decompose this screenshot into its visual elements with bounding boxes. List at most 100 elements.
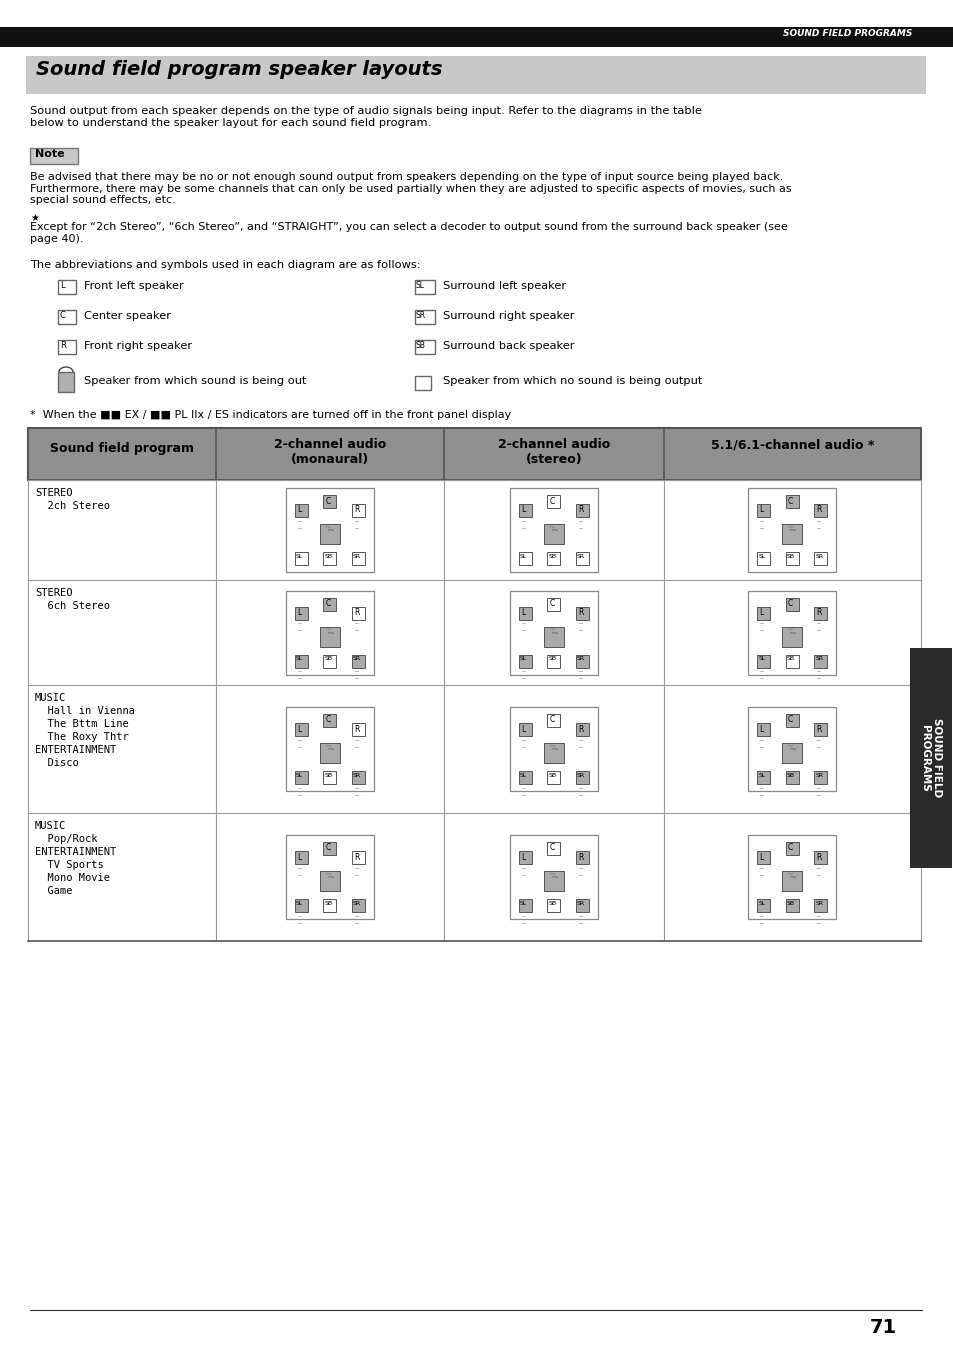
Text: SR: SR: [416, 311, 426, 319]
Bar: [785, 842, 799, 855]
Text: Pop/Rock: Pop/Rock: [35, 834, 97, 844]
Text: ~: ~: [547, 625, 555, 635]
Bar: [757, 899, 770, 913]
Text: Disco: Disco: [35, 758, 79, 768]
Text: ~
~: ~ ~: [815, 670, 821, 682]
Text: Center speaker: Center speaker: [84, 311, 171, 321]
Text: C: C: [325, 496, 331, 506]
Bar: [352, 771, 365, 785]
Text: SR: SR: [815, 656, 822, 662]
Text: 5.1/6.1-channel audio *: 5.1/6.1-channel audio *: [710, 438, 873, 452]
Text: ~
~: ~ ~: [758, 865, 763, 879]
Bar: [814, 551, 826, 565]
Text: Speaker from which no sound is being output: Speaker from which no sound is being out…: [442, 376, 701, 386]
Text: C: C: [325, 844, 331, 852]
Text: ~: ~: [547, 869, 555, 879]
Text: ~
~: ~ ~: [758, 786, 763, 799]
Text: SB: SB: [548, 656, 556, 662]
Bar: [323, 597, 336, 611]
Text: ~: ~: [785, 523, 793, 532]
Text: C: C: [325, 716, 331, 724]
Bar: [294, 607, 308, 620]
Text: MUSIC: MUSIC: [35, 693, 66, 704]
Bar: [576, 551, 588, 565]
Text: ~: ~: [547, 523, 555, 532]
Text: ~
~: ~ ~: [758, 519, 763, 532]
Bar: [785, 655, 799, 667]
Text: ~
~: ~ ~: [295, 865, 301, 879]
Bar: [547, 551, 560, 565]
Bar: [28, 480, 920, 580]
Bar: [323, 551, 336, 565]
Text: ~
~: ~ ~: [577, 519, 582, 532]
Text: L: L: [520, 724, 525, 733]
Bar: [286, 834, 374, 919]
Text: ~: ~: [551, 874, 558, 883]
Text: Front right speaker: Front right speaker: [84, 341, 192, 350]
Text: ~: ~: [327, 628, 335, 639]
Text: C: C: [787, 716, 792, 724]
Text: ~
~: ~ ~: [519, 914, 525, 927]
Text: STEREO: STEREO: [35, 488, 72, 497]
Text: L: L: [296, 506, 301, 515]
Text: ~
~: ~ ~: [353, 519, 358, 532]
Bar: [547, 597, 560, 611]
Text: L: L: [759, 506, 763, 515]
Text: ~: ~: [785, 741, 793, 751]
Bar: [814, 851, 826, 864]
Text: ~
~: ~ ~: [353, 670, 358, 682]
Bar: [785, 714, 799, 727]
Bar: [323, 842, 336, 855]
Text: SB: SB: [324, 772, 333, 778]
Text: SB: SB: [786, 772, 794, 778]
Bar: [576, 655, 588, 667]
Text: ~
~: ~ ~: [295, 519, 301, 532]
Text: ~
~: ~ ~: [295, 670, 301, 682]
Text: SR: SR: [353, 772, 361, 778]
Text: R: R: [578, 724, 583, 733]
Bar: [547, 842, 560, 855]
Bar: [294, 655, 308, 667]
Bar: [543, 627, 563, 647]
Bar: [28, 429, 920, 480]
Bar: [294, 771, 308, 785]
Text: Surround right speaker: Surround right speaker: [442, 311, 574, 321]
Bar: [415, 280, 435, 294]
Text: SL: SL: [758, 656, 765, 662]
Bar: [748, 834, 836, 919]
Text: ~
~: ~ ~: [815, 519, 821, 532]
Bar: [510, 590, 598, 674]
Text: ~: ~: [789, 628, 797, 639]
Text: ~
~: ~ ~: [519, 670, 525, 682]
Bar: [352, 899, 365, 913]
Bar: [814, 607, 826, 620]
Bar: [28, 813, 920, 941]
Text: ~: ~: [785, 869, 793, 879]
Text: SOUND FIELD
PROGRAMS: SOUND FIELD PROGRAMS: [920, 718, 941, 798]
Text: SR: SR: [815, 554, 822, 559]
Text: SR: SR: [353, 900, 361, 906]
Text: ~: ~: [551, 628, 558, 639]
Bar: [518, 504, 532, 518]
Text: ~
~: ~ ~: [758, 737, 763, 751]
Text: SB: SB: [786, 554, 794, 559]
Text: Speaker from which sound is being out: Speaker from which sound is being out: [84, 376, 306, 386]
Text: ~
~: ~ ~: [815, 737, 821, 751]
Bar: [518, 899, 532, 913]
Text: Note: Note: [35, 150, 65, 159]
Text: ~: ~: [327, 874, 335, 883]
Bar: [748, 590, 836, 674]
Text: ~: ~: [551, 526, 558, 537]
Bar: [518, 851, 532, 864]
Text: ~
~: ~ ~: [353, 786, 358, 799]
Bar: [58, 280, 76, 294]
Bar: [757, 607, 770, 620]
Bar: [814, 723, 826, 736]
Text: R: R: [816, 852, 821, 861]
Text: C: C: [787, 599, 792, 608]
Text: SL: SL: [295, 772, 303, 778]
Bar: [757, 504, 770, 518]
Text: SL: SL: [519, 772, 527, 778]
Bar: [319, 627, 339, 647]
Text: R: R: [354, 506, 359, 515]
